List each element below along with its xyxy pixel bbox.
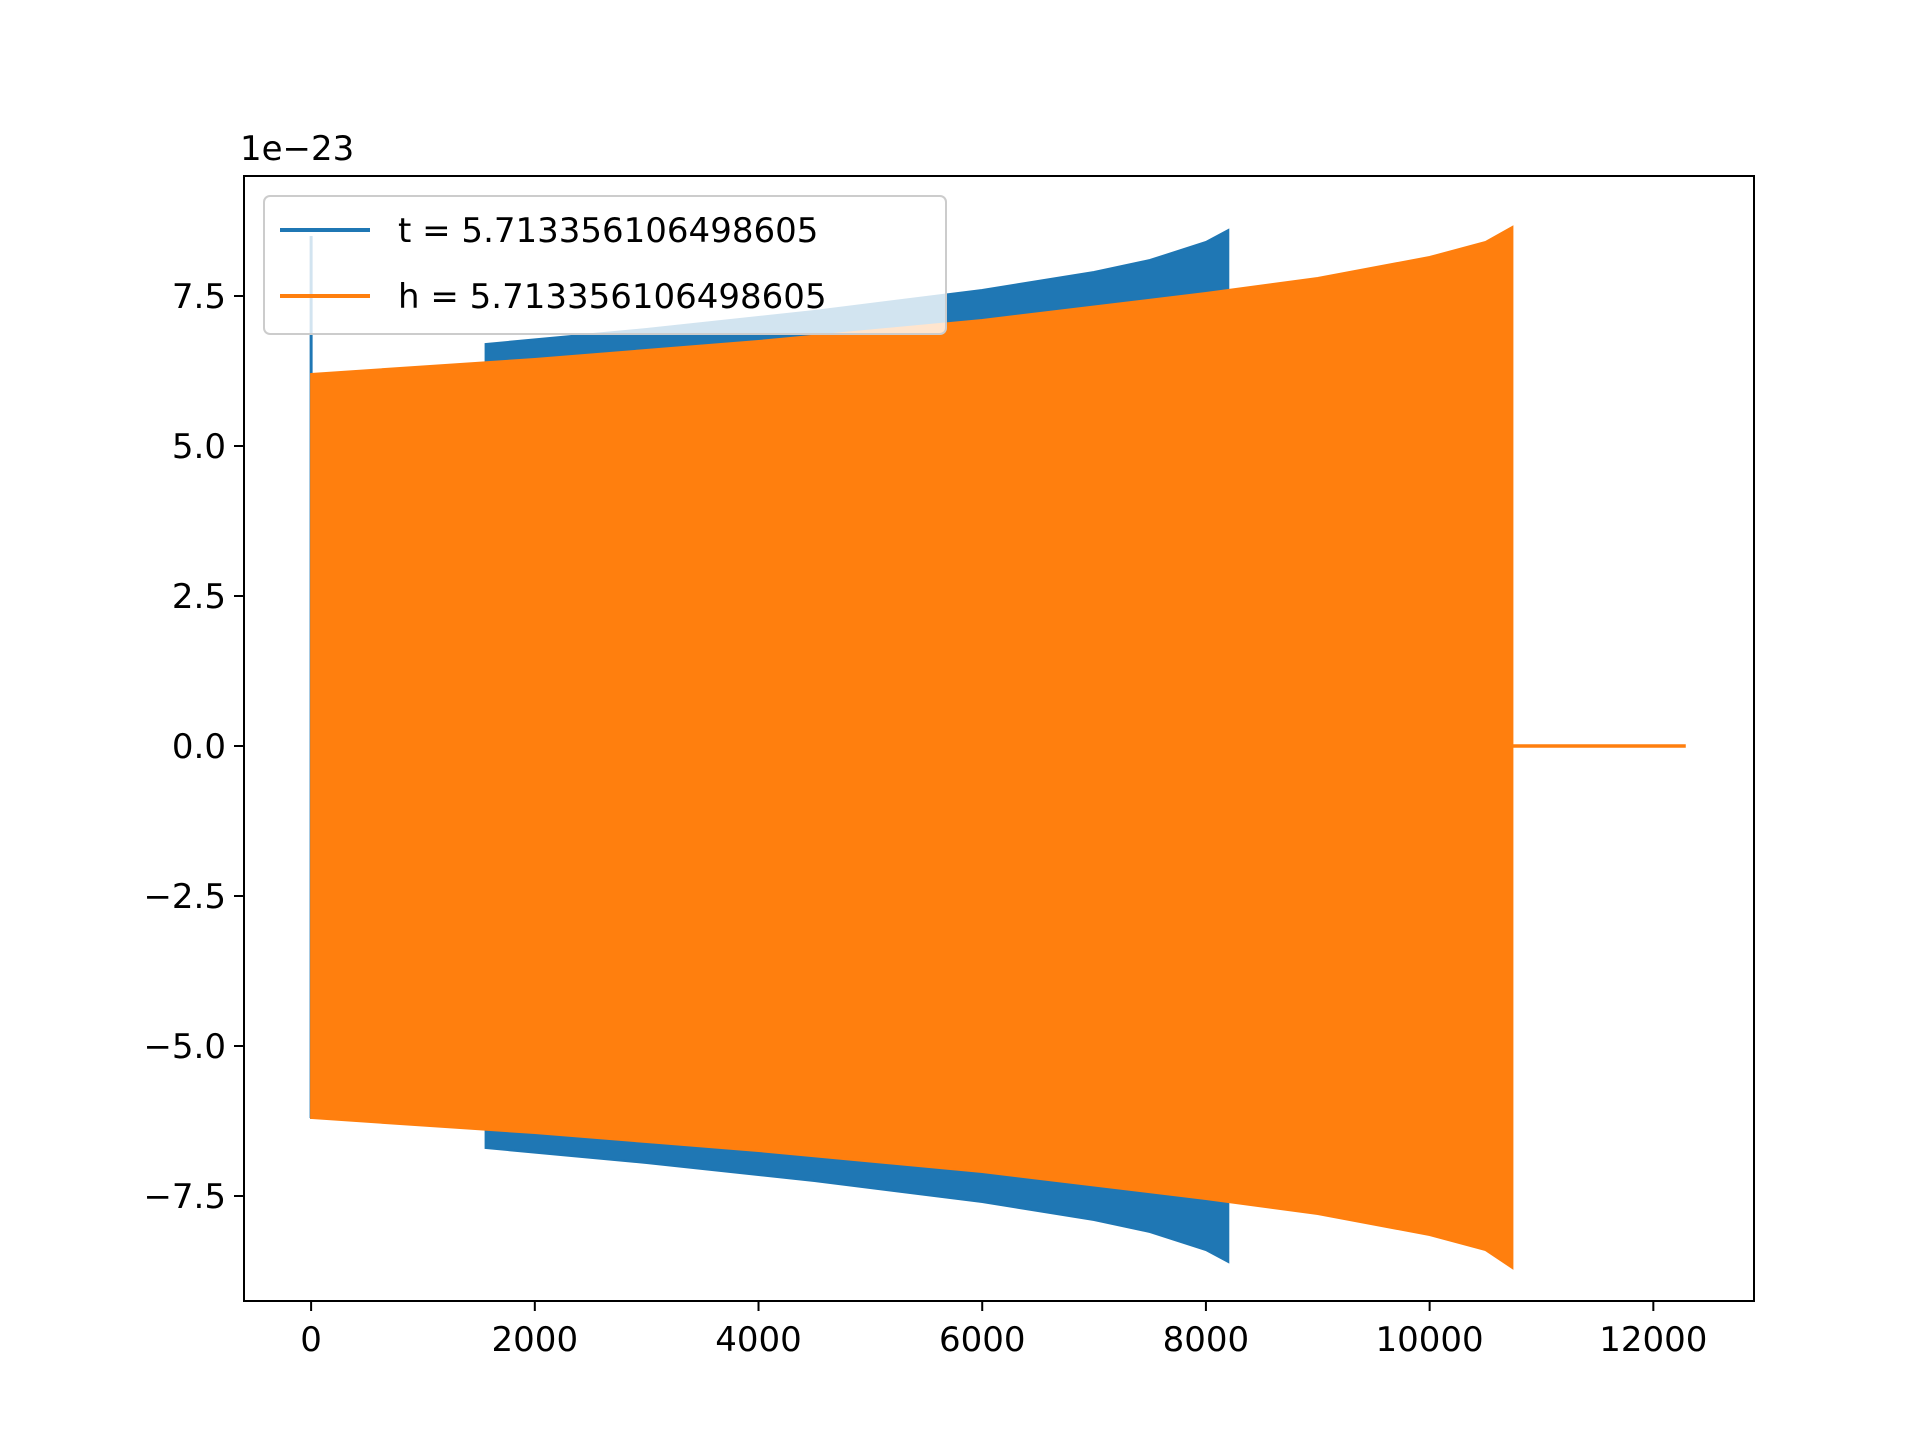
x-tick-label: 12000 (1599, 1320, 1707, 1360)
x-tick-label: 10000 (1376, 1320, 1484, 1360)
y-tick-label: 2.5 (172, 577, 226, 617)
legend-label-1: t = 5.713356106498605 (398, 211, 818, 251)
series-group (309, 225, 1686, 1270)
axes-layer: 0 2000 4000 6000 8000 10000 12000 −7.5 −5.0 −2.5 0… (143, 175, 1755, 1360)
legend: t = 5.713356106498605 h = 5.7133561064986… (263, 195, 947, 335)
x-tick-label: 4000 (715, 1320, 802, 1360)
y-tick-label: −2.5 (143, 877, 226, 917)
legend-box (263, 195, 947, 335)
x-tick-label: 0 (300, 1320, 322, 1360)
y-tick-label: −7.5 (143, 1177, 226, 1217)
axes-frame (243, 175, 1755, 1302)
plot-layer (309, 225, 1686, 1270)
y-tick-label: −5.0 (143, 1027, 226, 1067)
x-tick-label: 6000 (939, 1320, 1026, 1360)
x-tick-label: 2000 (492, 1320, 579, 1360)
y-tick-label: 0.0 (172, 727, 226, 767)
x-tick-label: 8000 (1163, 1320, 1250, 1360)
y-axis-offset-label: 1e−23 (240, 129, 354, 169)
y-tick-label: 7.5 (172, 277, 226, 317)
legend-label-2: h = 5.713356106498605 (398, 277, 827, 317)
y-tick-label: 5.0 (172, 427, 226, 467)
series-2-envelope (310, 225, 1514, 1270)
